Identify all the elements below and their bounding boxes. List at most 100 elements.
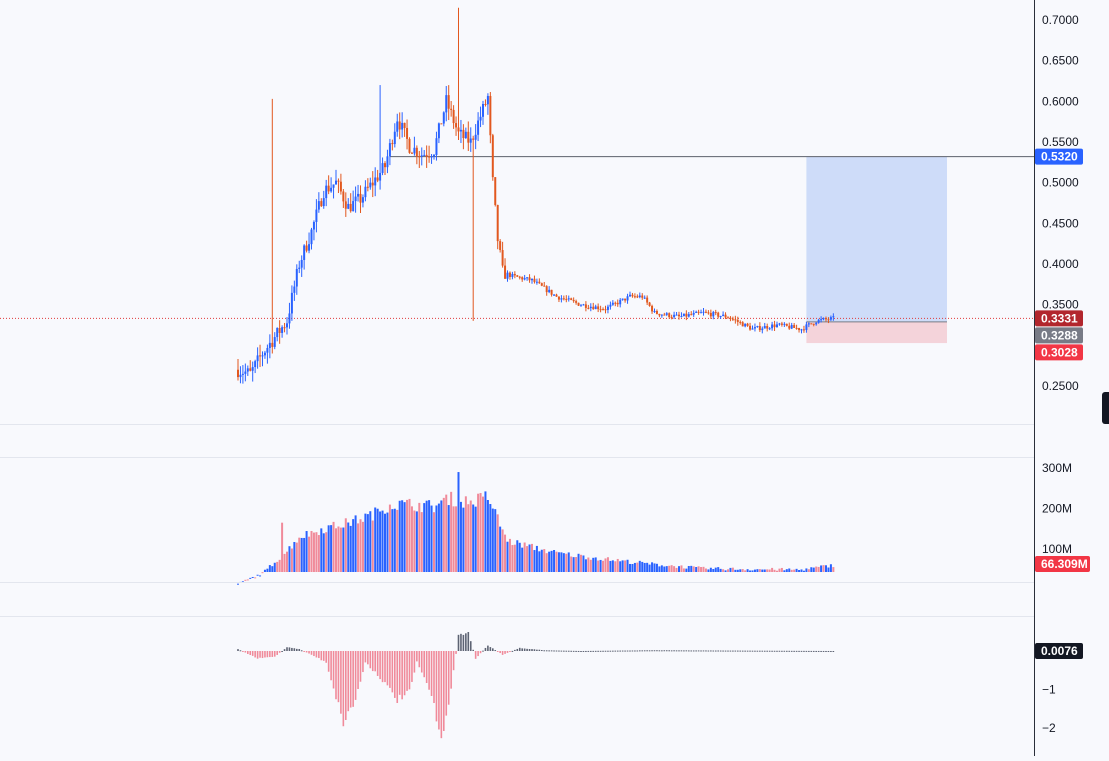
candle-body xyxy=(572,299,575,302)
volume-bar xyxy=(761,569,764,572)
histogram-bar xyxy=(702,650,705,652)
histogram-bar xyxy=(425,651,428,684)
histogram-bar xyxy=(810,650,813,652)
histogram-bar xyxy=(643,650,646,652)
candle-body xyxy=(335,180,337,185)
collapse-panel-handle[interactable] xyxy=(1102,392,1109,424)
candle-body xyxy=(496,204,499,242)
histogram-bar xyxy=(714,650,717,652)
price-axis-tick: 0.2500 xyxy=(1042,379,1079,393)
histogram-bar xyxy=(707,650,710,652)
volume-bar xyxy=(815,566,818,572)
candle-body xyxy=(359,193,362,203)
volume-bar xyxy=(582,555,585,572)
volume-bar xyxy=(714,567,717,572)
volume-bar xyxy=(810,567,813,572)
histogram-bar xyxy=(447,651,450,705)
volume-bar xyxy=(330,525,333,572)
volume-bar xyxy=(494,509,497,572)
histogram-bar xyxy=(349,651,352,708)
volume-bar xyxy=(675,567,678,572)
candle-body xyxy=(298,267,301,269)
histogram-bar xyxy=(717,650,719,652)
volume-bar xyxy=(379,511,382,572)
histogram-bar xyxy=(465,633,467,651)
volume-bar xyxy=(719,568,722,572)
histogram-bar xyxy=(435,651,438,722)
histogram-bar xyxy=(538,649,541,651)
histogram-bar xyxy=(536,649,538,651)
histogram-bar xyxy=(754,650,756,652)
volume-bar xyxy=(342,527,345,572)
volume-bar xyxy=(305,531,308,572)
volume-bar xyxy=(418,502,421,572)
candle-body xyxy=(756,326,759,328)
candle-body xyxy=(584,304,587,308)
candle-body xyxy=(251,367,254,371)
volume-bar xyxy=(817,566,820,572)
histogram-bar xyxy=(783,650,786,652)
histogram-bar xyxy=(756,650,759,652)
volume-bar xyxy=(744,570,747,572)
volume-bar xyxy=(528,544,531,572)
volume-bar xyxy=(533,550,536,572)
volume-bar xyxy=(278,559,281,572)
volume-bar xyxy=(648,564,651,572)
candle-body xyxy=(286,323,288,328)
histogram-bar xyxy=(739,650,742,652)
candle-body xyxy=(254,361,257,368)
histogram-bar xyxy=(631,650,634,652)
candle-body xyxy=(295,268,298,287)
histogram-bar xyxy=(825,650,827,652)
volume-bar xyxy=(758,569,761,572)
histogram-bar xyxy=(288,647,291,651)
histogram-bar xyxy=(403,651,406,696)
candle-body xyxy=(241,373,244,375)
candle-body xyxy=(410,152,413,154)
candle-body xyxy=(435,138,438,155)
volume-bar xyxy=(428,500,431,572)
volume-bar xyxy=(320,528,323,572)
candle-body xyxy=(501,250,504,266)
volume-bar xyxy=(773,569,776,572)
histogram-bar xyxy=(472,649,474,651)
target-price-label: 0.5320 xyxy=(1041,150,1078,164)
volume-bar xyxy=(653,563,656,572)
histogram-bar xyxy=(776,650,778,652)
histogram-bar xyxy=(663,650,666,652)
volume-bar xyxy=(555,551,558,572)
candle-body xyxy=(773,324,776,328)
volume-bar xyxy=(251,576,254,578)
histogram-bar xyxy=(580,651,582,652)
candle-body xyxy=(714,312,717,314)
volume-bar xyxy=(459,501,462,572)
candle-body xyxy=(482,103,484,117)
candle-body xyxy=(523,278,526,280)
histogram-bar xyxy=(430,651,433,696)
volume-bar xyxy=(300,537,303,572)
last-price-label-bg xyxy=(1035,310,1083,327)
histogram-bar xyxy=(347,651,350,712)
histogram-bar xyxy=(247,651,249,654)
volume-bar xyxy=(741,569,744,572)
candle-body xyxy=(807,323,810,325)
histogram-bar xyxy=(541,650,543,652)
histogram-bar xyxy=(296,648,298,651)
candle-body xyxy=(783,323,786,325)
volume-axis-tick: 100M xyxy=(1042,542,1072,556)
volume-bar xyxy=(614,561,617,572)
volume-bar xyxy=(592,557,595,572)
volume-bar xyxy=(504,534,507,572)
candle-body xyxy=(312,221,315,230)
histogram-bar xyxy=(318,651,320,659)
volume-bar xyxy=(543,549,546,572)
candle-body xyxy=(442,112,445,124)
volume-bar xyxy=(829,564,832,572)
last-price-label: 0.3331 xyxy=(1041,311,1078,325)
volume-bar xyxy=(268,565,271,572)
histogram-bar xyxy=(820,650,822,652)
volume-bar xyxy=(673,566,676,572)
candle-body xyxy=(361,197,364,203)
